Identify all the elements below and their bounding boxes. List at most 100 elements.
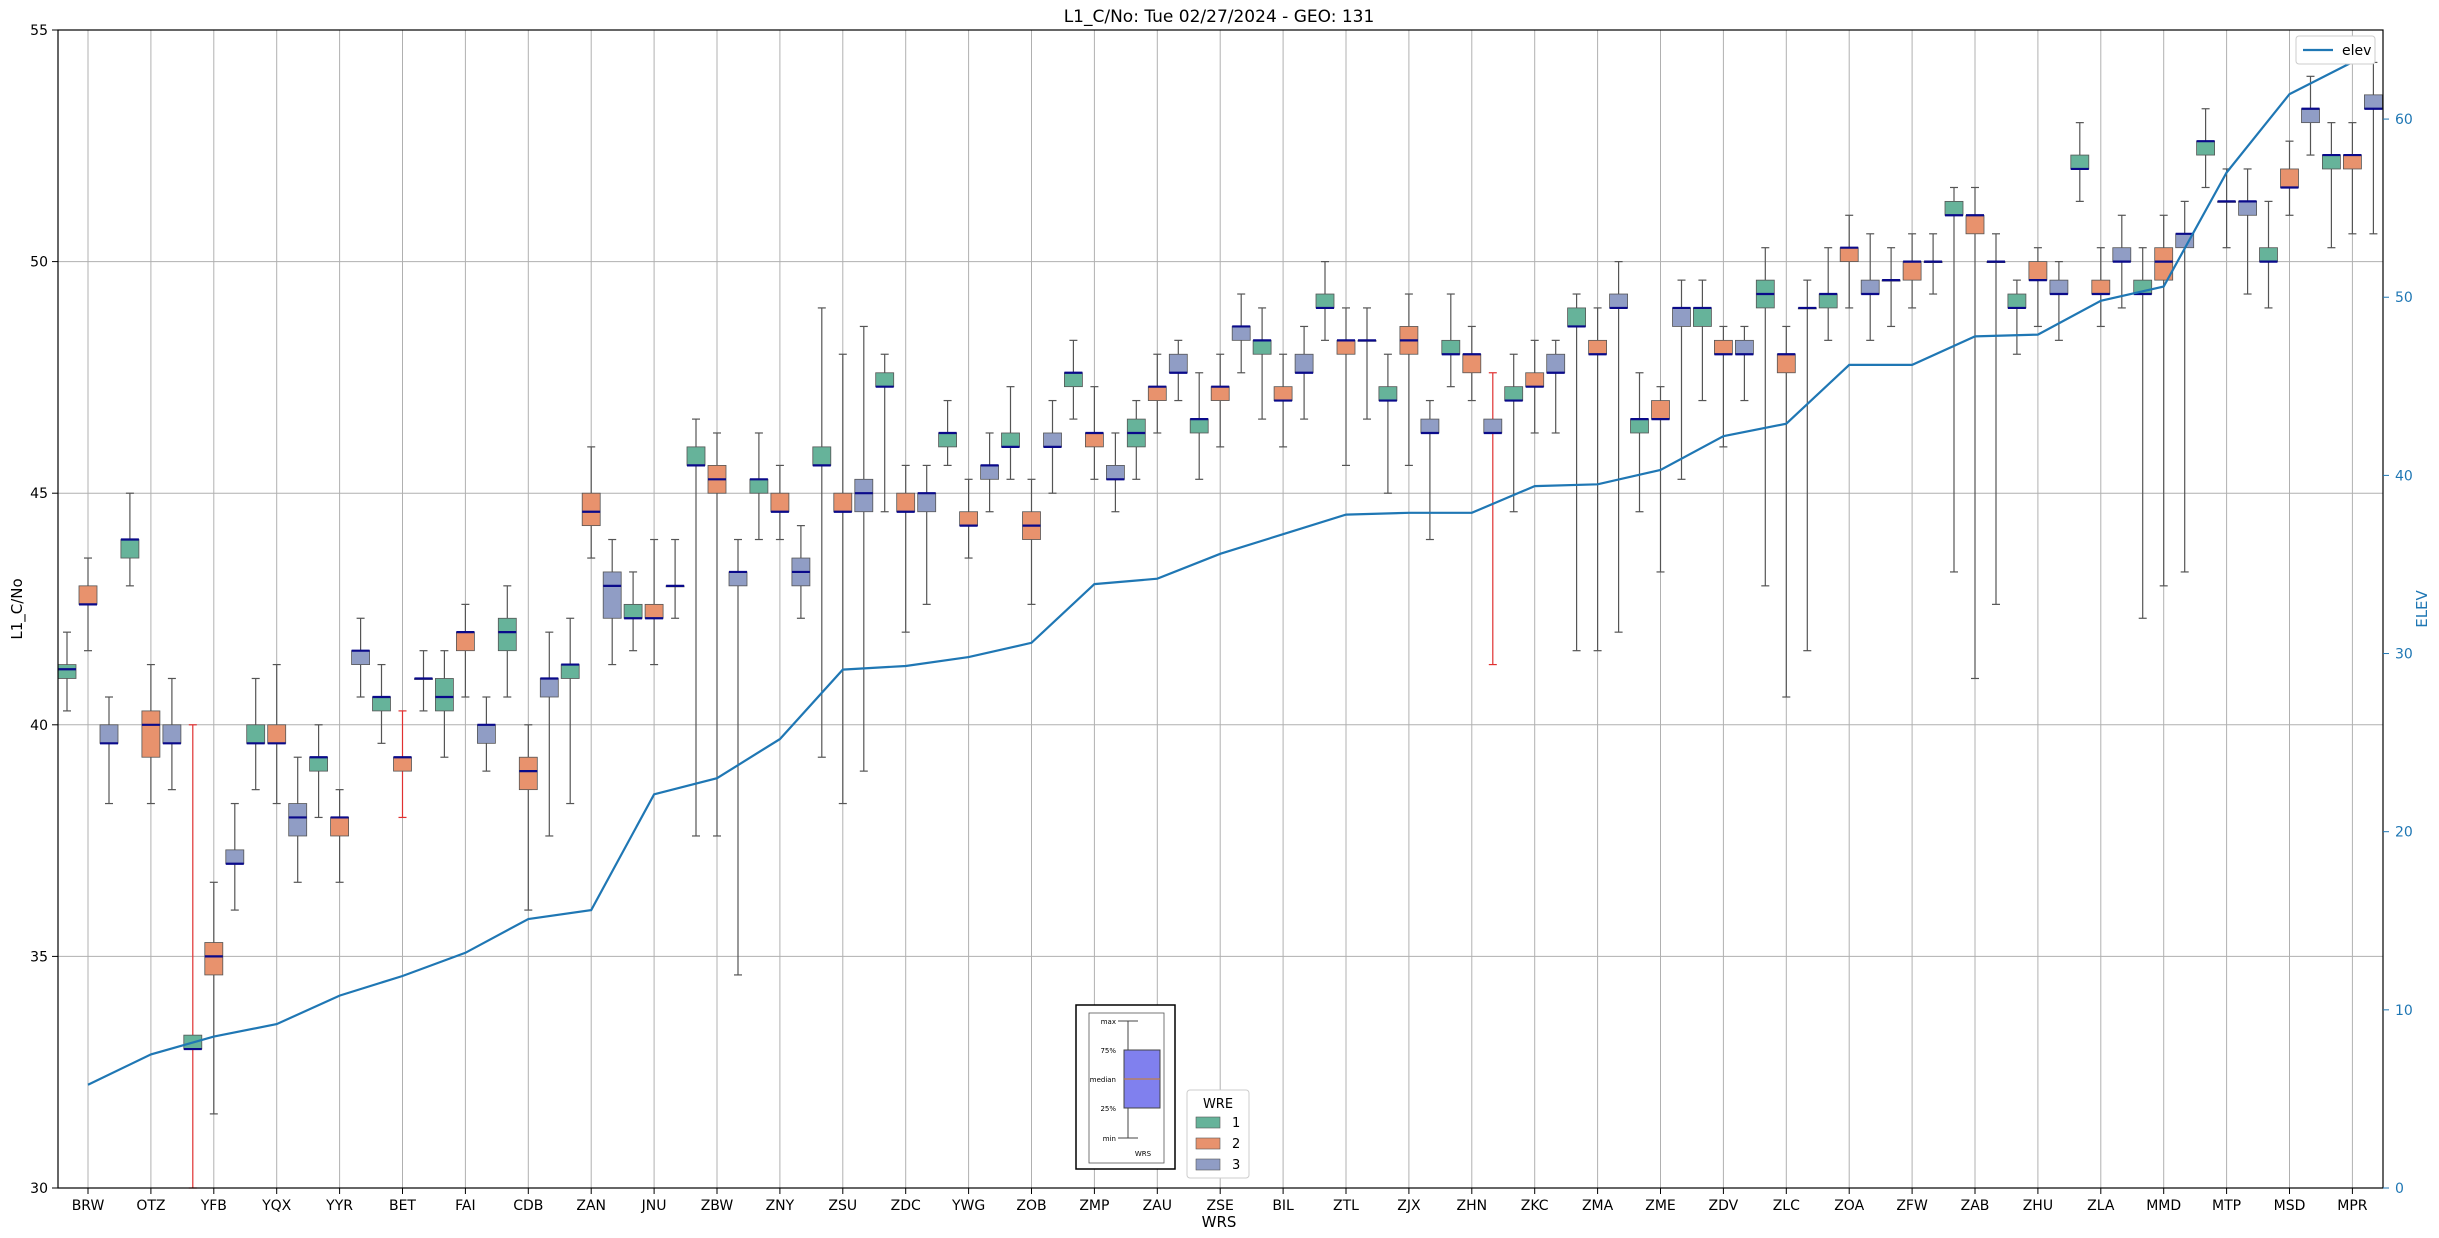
x-tick-label: ZNY — [766, 1198, 795, 1214]
box-body — [1106, 465, 1125, 480]
key-label-max: max — [1101, 1018, 1116, 1026]
box-body — [1965, 214, 1985, 235]
box-body — [120, 539, 140, 559]
x-tick-label: ZMA — [1582, 1198, 1614, 1214]
box-body — [99, 724, 119, 744]
y2-tick-label: 20 — [2395, 825, 2413, 841]
x-tick-label: ZLC — [1773, 1198, 1800, 1214]
y2-tick-label: 40 — [2395, 468, 2413, 484]
key-label-q1: 25% — [1100, 1105, 1116, 1113]
wre-legend: WRE 1 2 3 — [1186, 1089, 1250, 1179]
box-body — [2028, 261, 2048, 281]
x-tick-label: ZDV — [1709, 1198, 1739, 1214]
y-tick-label: 45 — [30, 486, 48, 502]
x-axis: BRW OTZ YFB YQX YYR BET FAI CDB ZAN JNU ZBW ZNY ZSU Z… — [72, 1188, 2368, 1214]
box-body — [2154, 247, 2174, 281]
box-body — [2007, 293, 2027, 309]
box-body — [1860, 279, 1880, 295]
box-body — [1064, 372, 1083, 388]
box-body — [288, 803, 308, 837]
wre-legend-swatch-3 — [1195, 1158, 1221, 1171]
box-body — [1630, 418, 1649, 434]
box-body — [2238, 200, 2258, 216]
x-tick-label: ZAB — [1961, 1198, 1990, 1214]
box-body — [1294, 353, 1314, 374]
x-tick-label: BET — [389, 1198, 416, 1214]
box-body — [539, 678, 559, 698]
y2-tick-label: 10 — [2395, 1003, 2413, 1019]
box-body — [1546, 353, 1566, 374]
box-body — [1231, 326, 1251, 341]
x-tick-label: FAI — [455, 1198, 475, 1214]
y2-tick-label: 50 — [2395, 290, 2413, 306]
box-body — [518, 756, 538, 791]
x-tick-label: YQX — [261, 1198, 292, 1214]
box-body — [833, 492, 853, 513]
x-tick-label: ZHU — [2023, 1198, 2053, 1214]
x-tick-label: ZMP — [1079, 1198, 1109, 1214]
x-tick-label: JNU — [641, 1198, 667, 1214]
box-body — [372, 696, 391, 712]
box-body — [351, 650, 371, 665]
box-body — [476, 724, 496, 744]
y-axis: 30 35 40 45 50 55 — [30, 23, 58, 1197]
box-body — [770, 492, 790, 513]
x-tick-label: ZLA — [2087, 1198, 2115, 1214]
wre-legend-swatch-1 — [1195, 1116, 1221, 1129]
box-body — [728, 571, 748, 587]
key-label-q3: 75% — [1100, 1047, 1116, 1055]
x-tick-label: YFB — [200, 1198, 227, 1214]
x-tick-label: ZSE — [1207, 1198, 1234, 1214]
x-tick-label: ZBW — [701, 1198, 734, 1214]
box-body — [938, 432, 957, 448]
box-body — [2342, 154, 2362, 170]
box-body — [2091, 279, 2111, 295]
box-body — [309, 756, 329, 772]
box-body — [812, 446, 832, 466]
box-body — [917, 492, 937, 513]
x-tick-label: MTP — [2212, 1198, 2241, 1214]
box-body — [1336, 339, 1356, 355]
key-label-min: min — [1103, 1135, 1116, 1143]
box-body — [1210, 386, 1230, 401]
box-body — [141, 710, 161, 758]
box-body — [1189, 418, 1209, 434]
y-tick-label: 55 — [30, 23, 48, 39]
box-body — [1462, 353, 1482, 374]
box-body — [896, 492, 916, 513]
box-body — [2070, 154, 2090, 170]
box-body — [1525, 372, 1545, 388]
box-body — [1043, 432, 1062, 448]
y2-axis: 0 10 20 30 40 50 60 — [2383, 112, 2413, 1197]
wre-legend-label-3: 3 — [1232, 1158, 1240, 1173]
elev-legend-label: elev — [2342, 43, 2371, 59]
box-body — [1483, 418, 1503, 434]
y-tick-label: 40 — [30, 718, 48, 734]
box-key-diagram: max 75% median 25% min WRS — [1075, 1004, 1176, 1170]
x-tick-label: ZME — [1645, 1198, 1676, 1214]
box-body — [2259, 247, 2278, 262]
box-body — [1693, 307, 1712, 327]
x-tick-label: OTZ — [136, 1198, 165, 1214]
x-tick-label: ZFW — [1896, 1198, 1928, 1214]
x-tick-label: MSD — [2274, 1198, 2306, 1214]
box-body — [686, 446, 706, 466]
box-body — [455, 631, 475, 652]
box-body — [1273, 386, 1293, 401]
box-body — [434, 678, 454, 712]
box-body — [393, 756, 412, 772]
box-body — [2301, 108, 2320, 124]
box-body — [225, 849, 245, 865]
box-body — [1839, 247, 1859, 262]
box-body — [602, 571, 622, 619]
wre-legend-swatch-2 — [1195, 1137, 1221, 1150]
x-tick-label: MMD — [2146, 1198, 2181, 1214]
box-body — [1735, 339, 1754, 355]
box-body — [1588, 339, 1607, 355]
box-body — [1168, 353, 1188, 374]
y2-tick-label: 60 — [2395, 112, 2413, 128]
box-body — [1504, 386, 1524, 401]
box-body — [644, 603, 664, 619]
x-tick-label: ZAN — [576, 1198, 606, 1214]
box-body — [204, 942, 224, 976]
